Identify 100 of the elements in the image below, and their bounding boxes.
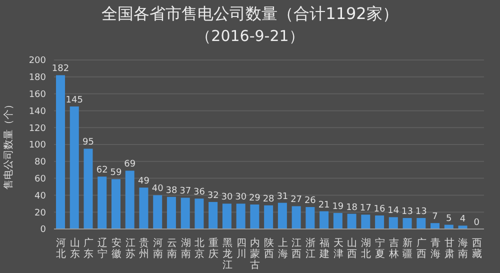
data-label: 7 bbox=[432, 212, 438, 222]
bar bbox=[153, 195, 162, 229]
x-tick-label: 新疆 bbox=[402, 237, 413, 260]
x-tick-label: 江苏 bbox=[125, 237, 136, 260]
x-tick-label: 宁夏 bbox=[374, 237, 385, 260]
x-tick-label: 江西 bbox=[292, 237, 302, 260]
y-tick-label: 120 bbox=[28, 124, 46, 134]
data-label: 31 bbox=[276, 192, 288, 202]
x-tick-label: 青海 bbox=[430, 237, 440, 260]
x-tick-label: 河南 bbox=[153, 237, 164, 260]
x-tick-label: 云南 bbox=[166, 238, 177, 260]
x-tick-label: 湖北 bbox=[361, 237, 372, 260]
x-tick-label: 山东 bbox=[70, 237, 80, 260]
data-label: 26 bbox=[304, 196, 316, 206]
bar bbox=[320, 211, 329, 229]
data-label: 32 bbox=[207, 190, 219, 201]
x-tick-label: 海南 bbox=[458, 237, 468, 260]
y-axis-title: 售电公司数量（个） bbox=[2, 100, 15, 190]
data-label: 4 bbox=[460, 214, 466, 225]
x-tick-label: 西藏 bbox=[472, 238, 482, 260]
data-label: 38 bbox=[166, 186, 178, 196]
chart-title: 全国各省市售电公司数量（合计1192家） bbox=[100, 3, 400, 25]
bar bbox=[292, 206, 301, 229]
bar bbox=[264, 205, 274, 229]
bar bbox=[194, 198, 204, 229]
x-tick-label: 北京 bbox=[194, 237, 205, 260]
x-tick-label: 河北 bbox=[56, 237, 66, 260]
x-tick-label: 天津 bbox=[333, 238, 344, 260]
data-label: 95 bbox=[82, 138, 94, 148]
x-tick-label: 贵州 bbox=[139, 237, 150, 260]
x-tick-label: 湖南 bbox=[180, 237, 191, 260]
data-label: 145 bbox=[66, 95, 83, 106]
x-tick-label: 安徽 bbox=[111, 237, 122, 260]
bar bbox=[306, 207, 315, 229]
data-label: 30 bbox=[235, 192, 247, 203]
bar bbox=[208, 202, 218, 229]
bar bbox=[250, 204, 260, 229]
bar bbox=[278, 202, 287, 229]
bar bbox=[236, 204, 246, 229]
y-tick-label: 140 bbox=[28, 106, 46, 117]
bar bbox=[222, 204, 232, 229]
bar bbox=[56, 75, 65, 229]
data-label: 62 bbox=[96, 166, 108, 176]
data-label: 16 bbox=[374, 204, 386, 214]
bar bbox=[402, 218, 412, 229]
x-tick-label: 吉林 bbox=[388, 237, 399, 260]
data-label: 14 bbox=[388, 206, 400, 216]
y-tick-label: 20 bbox=[34, 208, 46, 218]
y-tick-label: 200 bbox=[28, 56, 46, 66]
bar bbox=[388, 217, 398, 229]
bar bbox=[333, 212, 342, 229]
x-tick-label: 四川 bbox=[236, 238, 246, 260]
data-label: 5 bbox=[446, 214, 452, 224]
bar bbox=[111, 179, 120, 229]
data-label: 27 bbox=[290, 195, 302, 206]
bar bbox=[98, 176, 107, 229]
x-tick-label: 甘肃 bbox=[444, 237, 454, 260]
bar bbox=[84, 148, 93, 229]
data-label: 18 bbox=[346, 202, 358, 213]
data-label: 37 bbox=[180, 186, 192, 197]
x-tick-label: 广东 bbox=[84, 237, 94, 260]
y-tick-label: 100 bbox=[28, 140, 46, 151]
y-tick-label: 180 bbox=[28, 73, 46, 84]
x-tick-label: 内蒙古 bbox=[250, 237, 260, 271]
x-tick-label: 山西 bbox=[347, 237, 358, 260]
bar bbox=[166, 196, 176, 229]
data-label: 182 bbox=[52, 64, 70, 74]
chart-subtitle: （2016-9-21） bbox=[195, 26, 305, 47]
x-tick-label: 黑龙江 bbox=[222, 238, 232, 271]
data-label: 21 bbox=[318, 200, 330, 210]
bar bbox=[416, 218, 426, 229]
data-label: 13 bbox=[402, 207, 413, 218]
x-tick-label: 重庆 bbox=[208, 237, 219, 260]
bar bbox=[180, 198, 190, 229]
x-tick-label: 广西 bbox=[416, 237, 427, 260]
bar bbox=[430, 223, 440, 229]
x-tick-label: 辽宁 bbox=[98, 237, 108, 260]
data-label: 69 bbox=[124, 160, 136, 170]
bar bbox=[70, 106, 79, 229]
bar bbox=[125, 170, 134, 229]
y-tick-label: 0 bbox=[40, 225, 46, 236]
data-label: 29 bbox=[248, 193, 261, 204]
bar bbox=[347, 214, 356, 229]
x-tick-label: 福建 bbox=[318, 237, 330, 260]
x-tick-label: 上海 bbox=[278, 237, 288, 260]
bar bbox=[361, 214, 370, 229]
data-label: 28 bbox=[262, 194, 275, 204]
bar bbox=[375, 215, 384, 229]
bar bbox=[139, 188, 148, 229]
y-tick-label: 60 bbox=[34, 174, 46, 184]
data-label: 49 bbox=[138, 176, 150, 187]
data-label: 36 bbox=[193, 188, 206, 198]
data-label: 0 bbox=[474, 218, 480, 228]
x-tick-label: 浙江 bbox=[306, 237, 316, 260]
data-label: 17 bbox=[360, 204, 372, 214]
y-tick-label: 40 bbox=[34, 191, 46, 202]
data-label: 13 bbox=[415, 207, 427, 218]
y-tick-label: 80 bbox=[34, 158, 46, 168]
y-tick-label: 160 bbox=[28, 90, 46, 100]
data-label: 40 bbox=[152, 184, 164, 194]
